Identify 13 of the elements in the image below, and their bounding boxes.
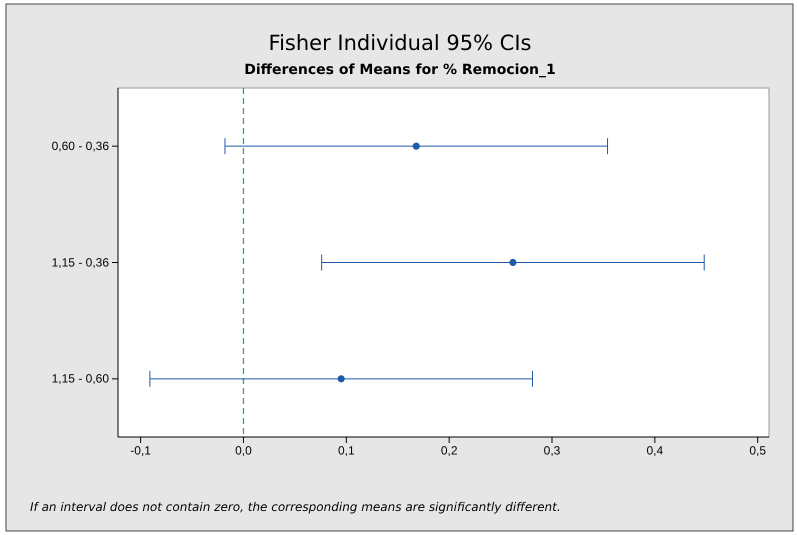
x-tick-label: 0,1	[338, 444, 355, 458]
x-tick-label: 0,5	[749, 444, 766, 458]
y-tick-label: 1,15 - 0,36	[52, 255, 110, 270]
x-tick-label: -0,1	[130, 444, 152, 458]
x-tick-label: 0,4	[646, 444, 664, 458]
text: If an interval does not contain zero, the corresponding means are significantly different.	[30, 500, 561, 514]
chart-subtitle: Differences of Means for % Remocion_1	[244, 62, 556, 78]
x-tick-label: 0,2	[440, 444, 458, 458]
x-tick-label: 0,0	[235, 444, 252, 458]
chart-title: Fisher Individual 95% CIs	[268, 31, 532, 55]
y-tick-label: 0,60 - 0,36	[52, 139, 110, 154]
y-tick-label: 1,15 - 0,60	[52, 372, 110, 386]
x-tick-label: 0,3	[544, 444, 561, 458]
